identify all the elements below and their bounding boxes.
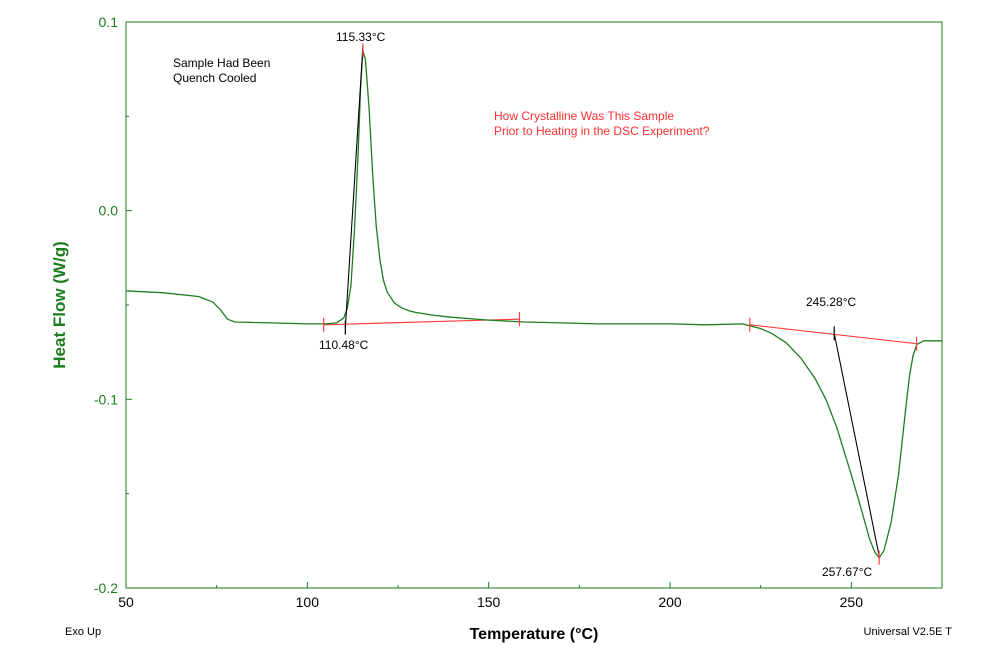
note-line-2: Quench Cooled bbox=[173, 71, 256, 85]
footer-exo-up: Exo Up bbox=[65, 626, 101, 638]
x-tick-label: 150 bbox=[477, 594, 501, 610]
y-tick-label: -0.1 bbox=[94, 391, 118, 407]
peak1-temp-label: 115.33°C bbox=[336, 30, 386, 44]
tangent-layer bbox=[344, 46, 880, 557]
note-line-1: Sample Had Been bbox=[173, 56, 270, 70]
footer-version: Universal V2.5E T bbox=[864, 626, 953, 638]
marker-layer bbox=[323, 43, 918, 565]
x-tick-label: 50 bbox=[118, 594, 134, 610]
y-axis-title: Heat Flow (W/g) bbox=[50, 241, 69, 368]
ticks-layer: 50 100 150 200 250 0.1 0.0 -0.1 -0.2 bbox=[94, 14, 863, 610]
onset2-temp-label: 245.28°C bbox=[806, 295, 857, 309]
baseline-layer bbox=[323, 318, 917, 345]
x-tick-label: 100 bbox=[296, 594, 320, 610]
peak2-temp-label: 257.67°C bbox=[822, 565, 873, 579]
x-tick-label: 200 bbox=[658, 594, 682, 610]
question-line-1: How Crystalline Was This Sample bbox=[494, 109, 674, 123]
onset1-temp-label: 110.48°C bbox=[319, 338, 369, 352]
x-axis-title: Temperature (°C) bbox=[470, 626, 599, 643]
x-tick-label: 250 bbox=[840, 594, 864, 610]
y-tick-label: -0.2 bbox=[94, 580, 118, 596]
baseline-line bbox=[749, 324, 917, 345]
y-tick-label: 0.1 bbox=[99, 14, 119, 30]
tangent-line bbox=[344, 46, 364, 328]
tangent-line bbox=[833, 333, 880, 557]
y-tick-label: 0.0 bbox=[99, 203, 119, 219]
question-line-2: Prior to Heating in the DSC Experiment? bbox=[494, 124, 710, 138]
